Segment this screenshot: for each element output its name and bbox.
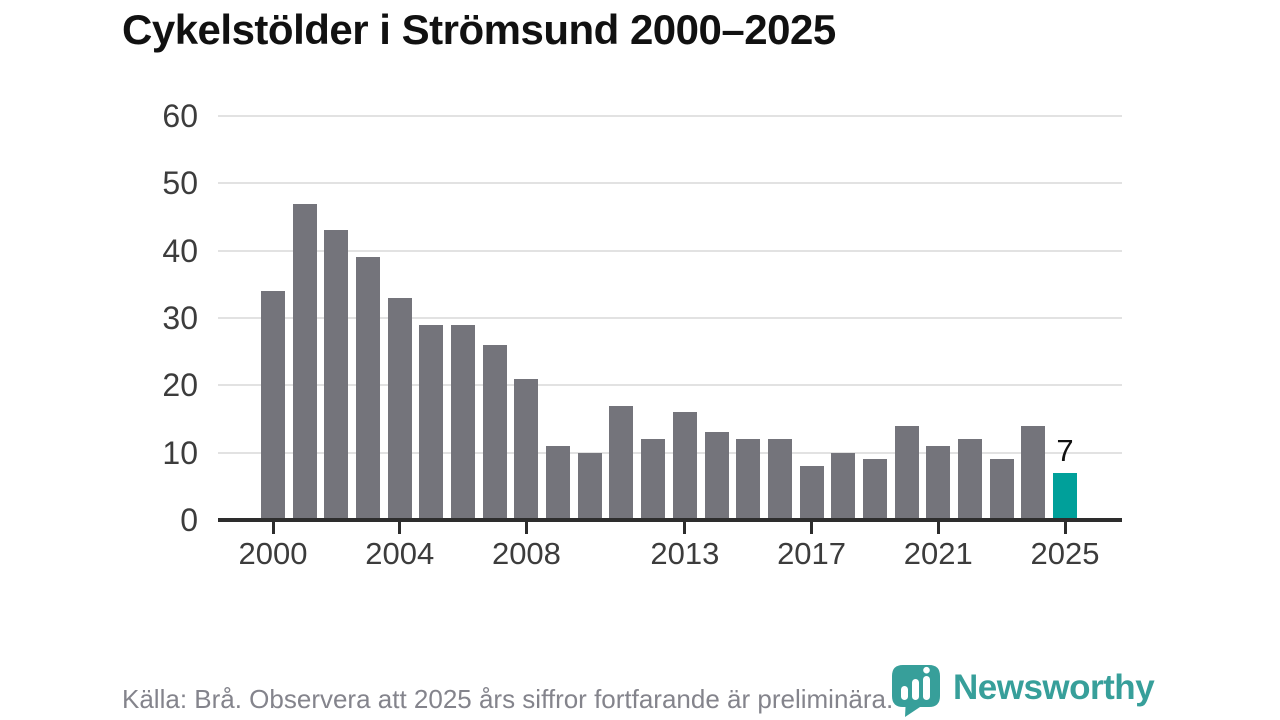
- bar-2010: [577, 452, 602, 520]
- bar-2024: [1021, 425, 1046, 520]
- bar-2007: [482, 344, 507, 520]
- bar-2019: [862, 459, 887, 520]
- bar-2015: [736, 439, 761, 520]
- newsworthy-speech-bubble-bars-icon: [892, 665, 940, 717]
- x-axis-tick-2013: [683, 521, 687, 534]
- x-tick-label-2025: 2025: [1030, 536, 1100, 571]
- bar-2017: [799, 466, 824, 520]
- x-tick-label-2000: 2000: [238, 536, 308, 571]
- x-axis-tick-2008: [524, 521, 528, 534]
- newsworthy-logo: Newsworthy: [891, 664, 1155, 718]
- bar-2008: [514, 378, 539, 520]
- bar-2005: [419, 324, 444, 520]
- x-axis-tick-2025: [1063, 521, 1067, 534]
- y-tick-label-60: 60: [162, 98, 198, 134]
- x-tick-label-2021: 2021: [903, 536, 973, 571]
- x-axis-tick-2004: [398, 521, 402, 534]
- x-tick-label-2004: 2004: [365, 536, 435, 571]
- bar-2003: [356, 257, 381, 520]
- bar-2016: [767, 439, 792, 520]
- bar-2006: [451, 324, 476, 520]
- gridline-20: [218, 384, 1122, 387]
- y-tick-label-40: 40: [162, 232, 198, 269]
- bar-2009: [546, 445, 571, 520]
- bar-2012: [641, 439, 666, 520]
- bar-2014: [704, 432, 729, 520]
- x-axis-tick-2021: [936, 521, 940, 534]
- x-axis-tick-2000: [271, 521, 275, 534]
- gridline-60: [218, 115, 1122, 117]
- bar-2020: [894, 425, 919, 520]
- x-tick-label-2013: 2013: [650, 536, 720, 571]
- bar-2025-highlighted: [1053, 472, 1077, 520]
- newsworthy-logo-text: Newsworthy: [953, 668, 1155, 707]
- y-tick-label-10: 10: [162, 434, 198, 471]
- x-tick-label-2008: 2008: [491, 536, 561, 571]
- chart-title: Cykelstölder i Strömsund 2000–2025: [122, 6, 836, 53]
- bar-2004: [387, 297, 412, 520]
- gridline-50: [218, 182, 1122, 185]
- gridline-10: [218, 451, 1122, 454]
- x-axis-line: [218, 518, 1122, 522]
- gridline-30: [218, 317, 1122, 319]
- y-tick-label-30: 30: [162, 300, 198, 336]
- y-tick-label-0: 0: [180, 502, 198, 538]
- x-tick-label-2017: 2017: [777, 536, 847, 571]
- bar-2021: [926, 445, 951, 520]
- bar-2000: [261, 291, 285, 520]
- bar-2023: [989, 459, 1014, 520]
- source-note: Källa: Brå. Observera att 2025 års siffr…: [122, 684, 894, 714]
- bar-2013: [672, 412, 697, 520]
- bar-2022: [957, 439, 982, 520]
- y-tick-label-50: 50: [162, 165, 198, 202]
- bar-2011: [609, 405, 634, 520]
- bar-2002: [324, 230, 349, 520]
- gridline-40: [218, 249, 1122, 252]
- y-tick-label-20: 20: [162, 367, 198, 404]
- bar-2001: [292, 203, 317, 520]
- highlight-value-label: 7: [1056, 432, 1074, 468]
- bar-2018: [831, 452, 856, 520]
- x-axis-tick-2017: [810, 521, 814, 534]
